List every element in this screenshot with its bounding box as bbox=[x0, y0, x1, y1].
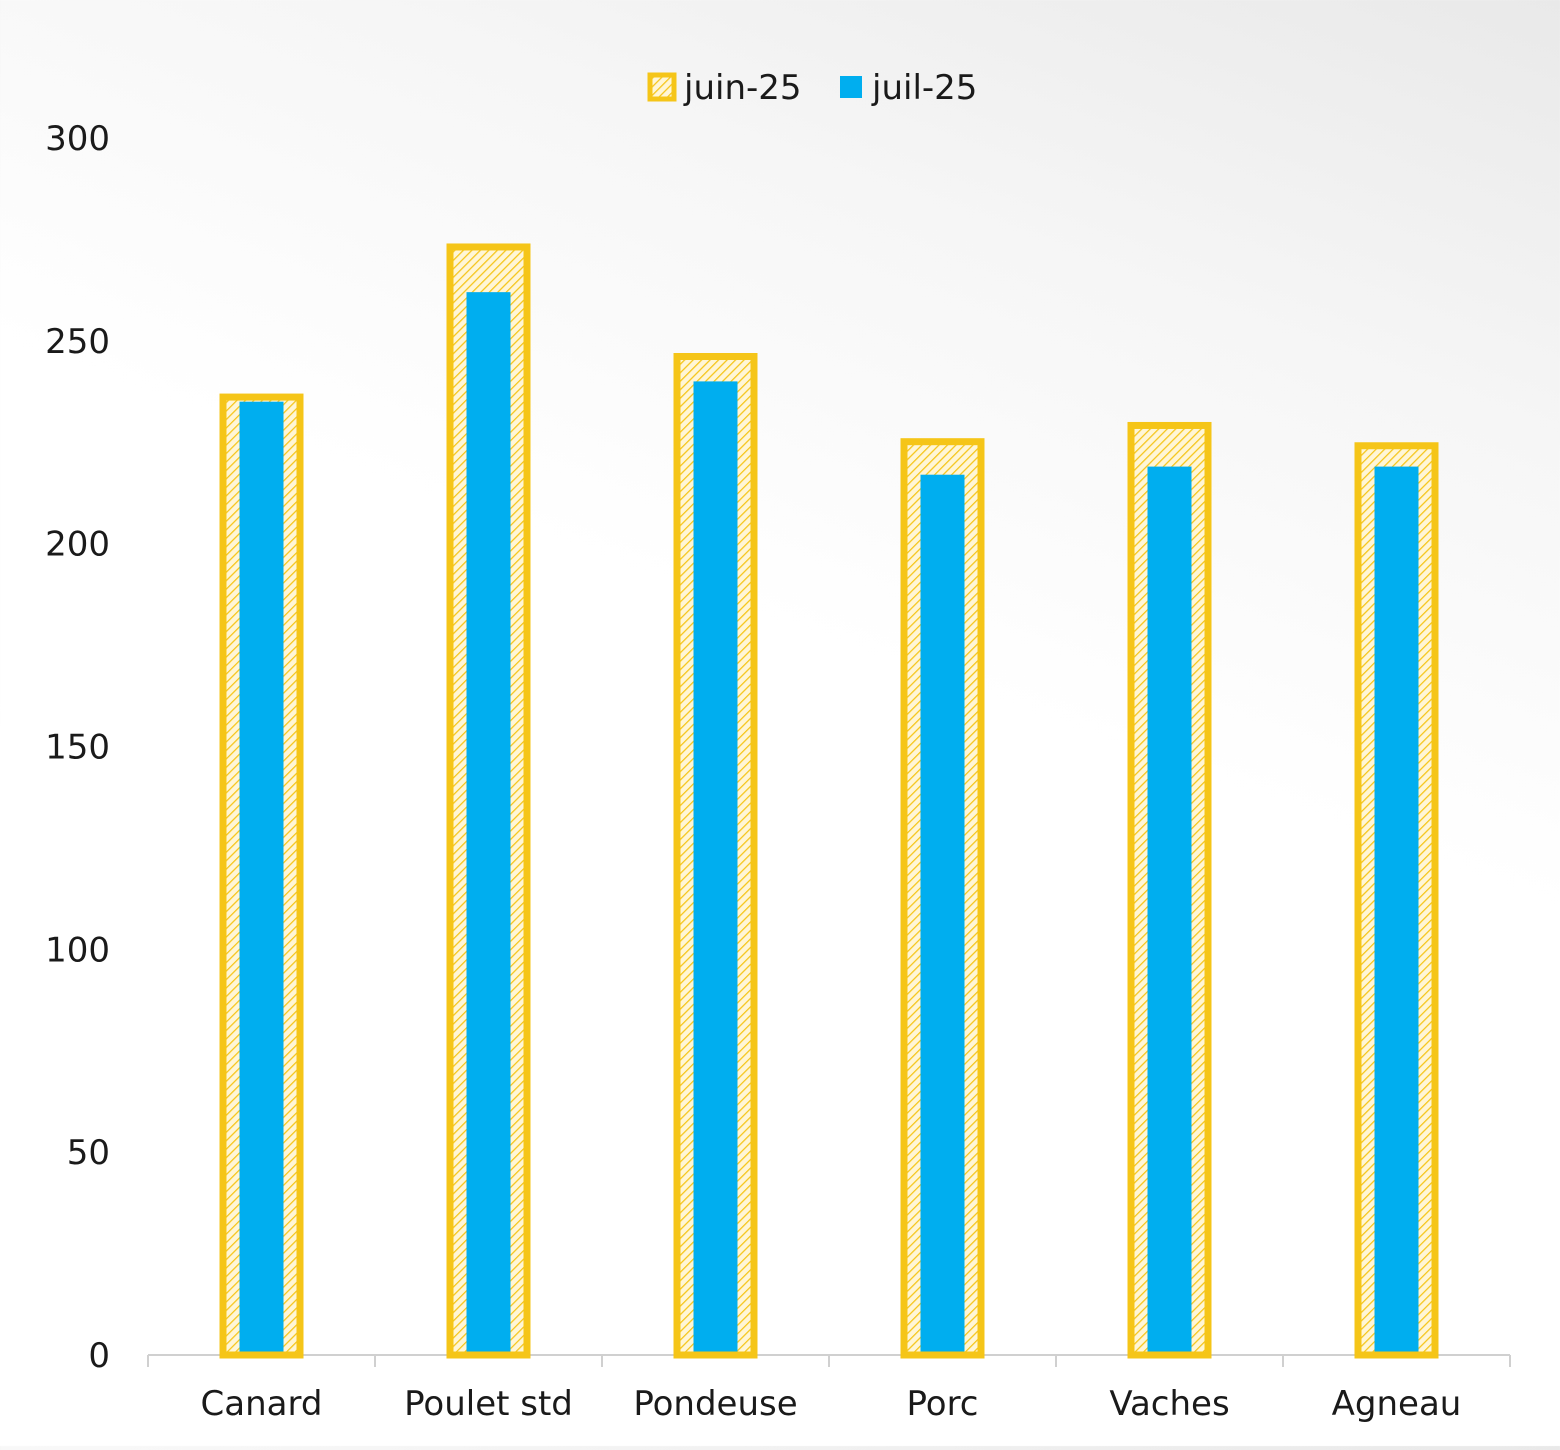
x-tick-label: Vaches bbox=[1109, 1384, 1229, 1424]
legend: juin-25 juil-25 bbox=[647, 68, 977, 108]
bar-juil-25 bbox=[693, 381, 738, 1352]
x-tick-label: Canard bbox=[201, 1384, 323, 1424]
bar-juil-25 bbox=[920, 474, 965, 1352]
bar-juil-25 bbox=[1374, 466, 1419, 1352]
y-tick-label: 50 bbox=[67, 1133, 110, 1173]
legend-label-juin-25: juin-25 bbox=[683, 68, 802, 108]
y-tick-label: 300 bbox=[45, 119, 110, 159]
y-tick-label: 200 bbox=[45, 525, 110, 565]
y-tick-label: 150 bbox=[45, 728, 110, 768]
bar-juil-25 bbox=[239, 401, 284, 1352]
x-tick-label: Pondeuse bbox=[633, 1384, 797, 1424]
bars bbox=[219, 243, 1439, 1359]
legend-swatch-juin-25 bbox=[647, 72, 677, 102]
bar-juil-25 bbox=[1147, 466, 1192, 1352]
legend-swatch-juil-25 bbox=[840, 76, 862, 98]
y-axis: 0 50 100 150 200 250 300 bbox=[45, 119, 110, 1376]
x-tick-label: Agneau bbox=[1332, 1384, 1462, 1424]
y-tick-label: 100 bbox=[45, 930, 110, 970]
y-tick-label: 250 bbox=[45, 322, 110, 362]
y-tick-label: 0 bbox=[88, 1336, 110, 1376]
bar-juil-25 bbox=[466, 292, 511, 1352]
x-axis: Canard Poulet std Pondeuse Porc Vaches Agneau bbox=[147, 1354, 1511, 1424]
x-tick-label: Poulet std bbox=[404, 1384, 573, 1424]
x-tick-label: Porc bbox=[906, 1384, 978, 1424]
legend-label-juil-25: juil-25 bbox=[871, 68, 977, 108]
